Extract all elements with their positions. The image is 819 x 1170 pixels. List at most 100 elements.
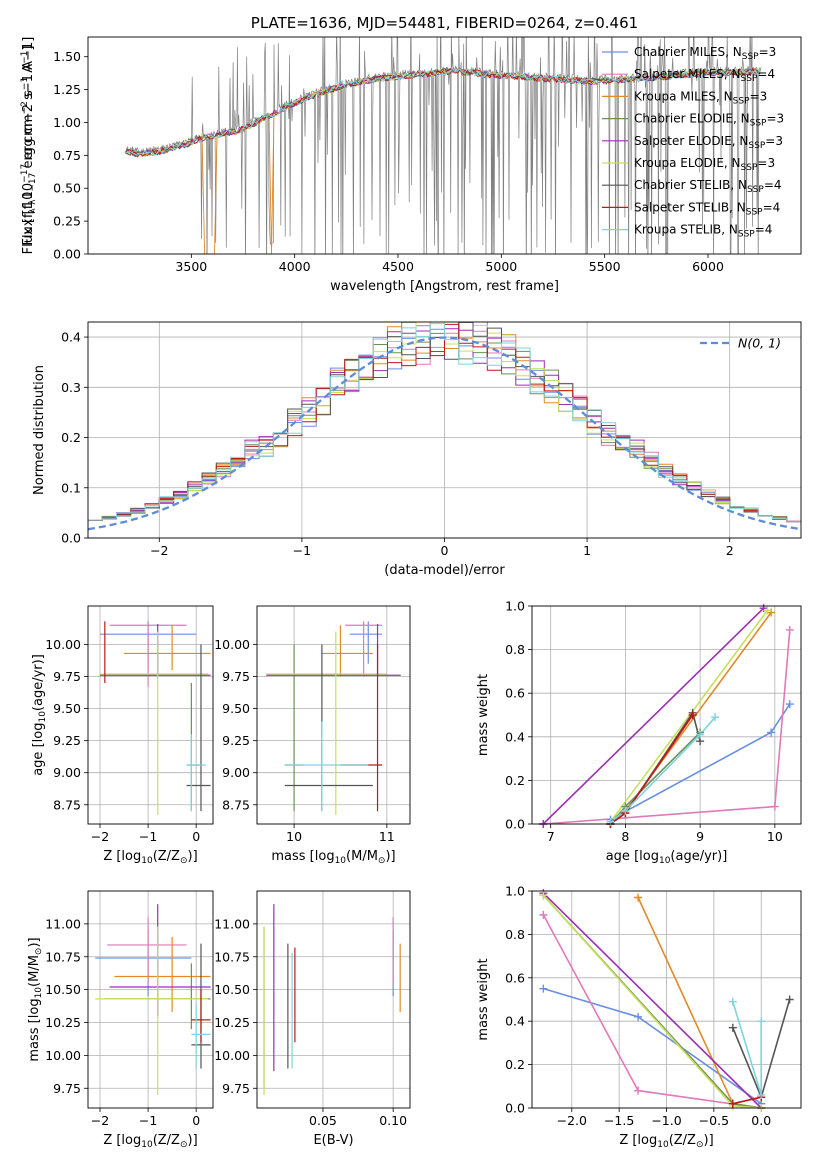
x-tick-label: 11	[379, 829, 395, 844]
x-tick-label: 5000	[485, 259, 517, 274]
weight-marker	[711, 713, 720, 722]
axes-frame	[531, 605, 802, 825]
x-tick-label: 9	[696, 829, 704, 844]
label-part: 10	[21, 192, 36, 209]
legend-label: Kroupa STELIB, N	[634, 223, 738, 237]
y-tick-label: 10.00	[214, 637, 250, 652]
legend-suffix: =3	[765, 134, 783, 148]
legend-sub: SSP	[746, 207, 763, 217]
axes-frame	[531, 890, 802, 1109]
x-tick-label: −1	[293, 543, 311, 558]
panel-weight-vs-Z: −2.0 −1.5 −1.0 −0.5 0.0 0.0 0.2 0.4 0.6 0.8 1.0 Z […	[476, 884, 802, 1150]
label-part: ⊙	[180, 856, 188, 866]
x-tick-label: 0.0	[751, 1113, 771, 1128]
y-tick-label: 0.50	[53, 181, 81, 196]
weight-line	[543, 629, 791, 824]
x-tick-label: −2.0	[557, 1113, 587, 1128]
label-part: Z [log	[619, 1133, 657, 1148]
weight-line	[543, 987, 762, 1105]
x-tick-label: −0.5	[699, 1113, 729, 1128]
y-tick-label: 0.0	[61, 531, 81, 546]
weight-line	[610, 716, 716, 823]
label-part: age [log	[31, 723, 46, 776]
chart-title: PLATE=1636, MJD=54481, FIBERID=0264, z=0…	[251, 14, 638, 32]
y-tick-label: 9.00	[222, 765, 250, 780]
y-tick-label: 0.2	[61, 430, 81, 445]
x-axis-label: age [log10(age/yr)]	[606, 849, 728, 866]
y-axis-label: Flux [fλ10−17 erg cm−2 s−1 A−1]	[21, 37, 38, 255]
legend-entry: Kroupa ELODIE, NSSP=3	[634, 156, 775, 173]
weight-marker	[539, 891, 548, 900]
legend-suffix: =4	[763, 200, 781, 214]
y-tick-label: 9.25	[53, 733, 81, 748]
legend-entry: Chabrier STELIB, NSSP=4	[634, 178, 782, 195]
label-part: −1	[20, 51, 30, 64]
label-part: 10	[335, 856, 347, 866]
plot-area	[542, 607, 791, 824]
weight-marker	[606, 817, 615, 826]
x-tick-label: 0	[192, 829, 200, 844]
weight-marker	[539, 910, 548, 919]
y-tick-label: 0.4	[505, 1014, 525, 1029]
x-tick-label: 8	[621, 829, 629, 844]
legend-suffix: =3	[759, 45, 777, 59]
weight-marker	[728, 1099, 737, 1108]
x-tick-label: 3500	[175, 259, 207, 274]
y-axis-label: age [log10(age/yr)]	[31, 654, 48, 776]
label-part: 10	[38, 711, 48, 723]
weight-marker	[634, 1012, 643, 1021]
plot-area	[100, 621, 211, 816]
label-part: erg cm	[21, 123, 36, 172]
y-tick-label: 9.75	[53, 1081, 81, 1096]
x-tick-label: 7	[547, 829, 555, 844]
weight-marker	[763, 606, 772, 615]
y-tick-label: 10.25	[214, 1015, 250, 1030]
x-tick-label: 6000	[692, 259, 724, 274]
label-part: age [log	[606, 849, 659, 864]
y-tick-label: 0.4	[505, 729, 525, 744]
y-tick-label: 0.4	[61, 330, 81, 345]
label-part: −1	[21, 42, 36, 61]
label-part: 10	[659, 856, 671, 866]
model-spectrum-line	[125, 67, 761, 157]
y-tick-label: 1.0	[505, 884, 525, 899]
legend-entry: Salpeter STELIB, NSSP=4	[634, 200, 780, 217]
x-tick-label: −1	[139, 1113, 157, 1128]
y-tick-label: 10.75	[214, 949, 250, 964]
legend-sub: SSP	[733, 96, 750, 106]
legend-sub: SSP	[747, 185, 764, 195]
y-tick-label: 0.8	[505, 927, 525, 942]
label-part: )]	[27, 937, 42, 947]
legend-entry: Chabrier MILES, NSSP=3	[634, 45, 776, 62]
y-tick-label: 0.0	[505, 817, 525, 832]
plot-area	[88, 322, 801, 538]
plot-area	[266, 621, 401, 816]
weight-marker	[785, 625, 794, 634]
x-axis-label: E(B-V)	[313, 1133, 353, 1148]
weight-marker	[688, 711, 697, 719]
label-part: −17	[20, 164, 30, 183]
y-tick-label: 10.00	[45, 1048, 81, 1063]
gaussian-curve	[88, 336, 799, 531]
x-tick-label: 2	[726, 543, 734, 558]
y-tick-label: 0.25	[53, 214, 81, 229]
axes-frame	[256, 890, 411, 1109]
x-tick-label: 4000	[279, 259, 311, 274]
legend-sub: SSP	[750, 119, 767, 129]
y-axis-label: mass weight	[476, 674, 491, 756]
y-tick-label: 9.50	[222, 701, 250, 716]
label-part: −17	[28, 173, 38, 192]
weight-marker	[770, 802, 779, 811]
x-tick-label: −2	[91, 1113, 109, 1128]
y-tick-label: 0.8	[505, 642, 525, 657]
y-tick-label: 1.00	[53, 115, 81, 130]
label-part: Flux [f	[21, 213, 36, 254]
label-part: ⊙	[696, 1140, 704, 1150]
legend-suffix: =3	[757, 156, 775, 170]
plot-area	[124, 37, 762, 254]
label-part: erg cm	[21, 114, 36, 163]
y-tick-label: 1.50	[53, 49, 81, 64]
label-part: −2	[20, 101, 30, 114]
